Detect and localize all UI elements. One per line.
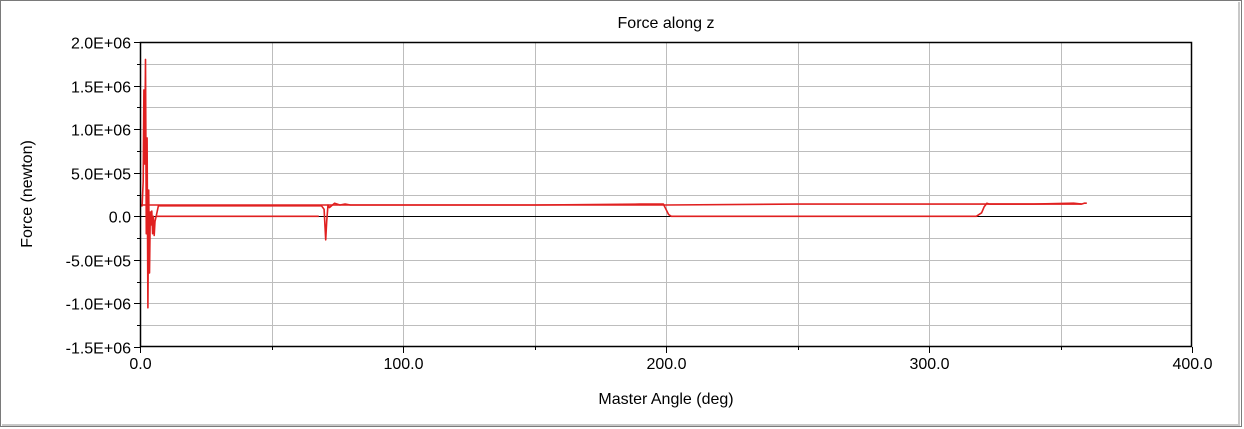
tick-labels: 0.0 100.0 200.0 300.0 400.0 2.0E+06 1.5E+06 1.0… (66, 36, 1213, 374)
x-tick-label: 200.0 (646, 356, 686, 373)
frame-shadow (2, 424, 1240, 426)
series-line-2 (140, 203, 1082, 206)
x-axis-title: Master Angle (deg) (598, 391, 733, 408)
axes (134, 41, 1193, 353)
x-tick-label: 0.0 (129, 356, 151, 373)
y-axis-title: Force (newton) (19, 140, 36, 248)
y-tick-label: 0.0 (109, 210, 131, 227)
chart-title: Force along z (618, 15, 715, 32)
x-tick-label: 400.0 (1172, 356, 1212, 373)
y-tick-label: 1.0E+06 (71, 123, 131, 140)
y-tick-label: 5.0E+05 (71, 167, 131, 184)
x-tick-label: 100.0 (383, 356, 423, 373)
y-tick-label: -1.0E+06 (66, 297, 131, 314)
y-tick-label: -1.5E+06 (66, 341, 131, 358)
x-tick-label: 300.0 (909, 356, 949, 373)
series-layer (140, 58, 1087, 309)
grid (140, 42, 1192, 347)
y-tick-label: -5.0E+05 (66, 254, 131, 271)
y-tick-label: 2.0E+06 (71, 36, 131, 53)
y-tick-label: 1.5E+06 (71, 80, 131, 97)
frame-shadow (1238, 2, 1240, 426)
series-line-1 (140, 58, 1087, 309)
plot-border (139, 41, 1193, 348)
